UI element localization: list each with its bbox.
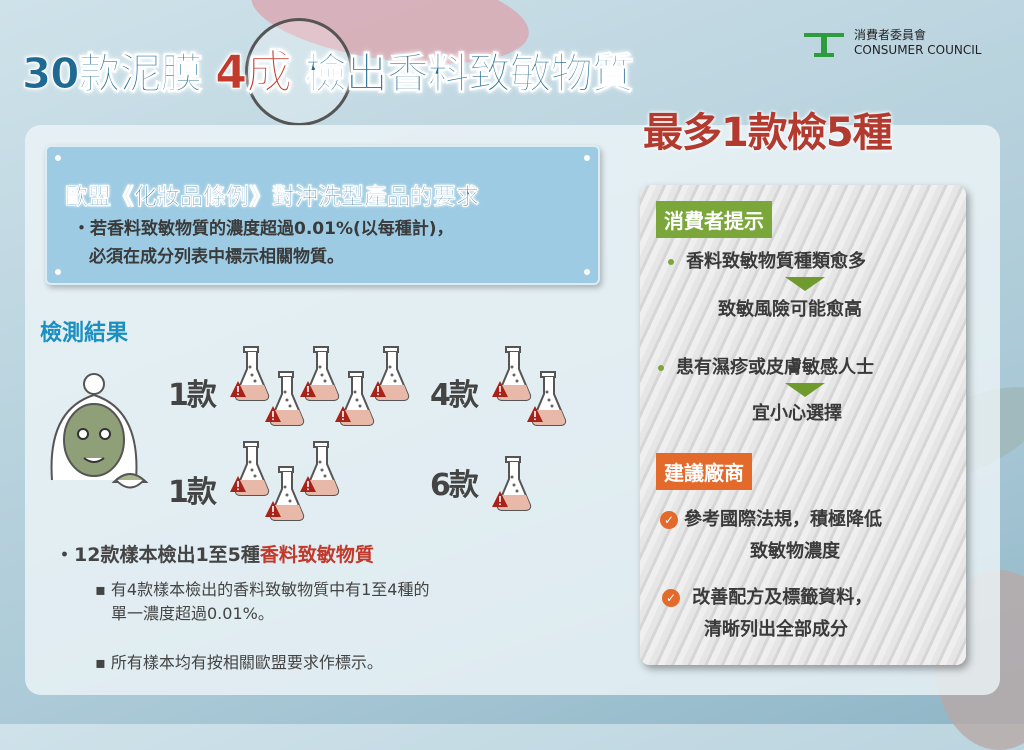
consumer-tips-tag: 消費者提示 xyxy=(656,201,772,238)
group-count-label: 4款 xyxy=(430,378,479,413)
logo-name-zh: 消費者委員會 xyxy=(854,28,927,42)
consumer-tip-1-result: 致敏風險可能愈高 xyxy=(718,299,862,320)
eu-regulation-box: 歐盟《化妝品條例》對沖洗型產品的要求 ・若香料致敏物質的濃度超過0.01%(以每… xyxy=(45,145,600,285)
flask-allergen-icon xyxy=(492,455,538,517)
consumer-tip-2: 患有濕疹或皮膚敏感人士 xyxy=(658,353,874,379)
magnifier-icon xyxy=(245,18,353,126)
flask-allergen-icon xyxy=(335,370,381,432)
flask-allergen-icon xyxy=(265,465,311,527)
trader-advice-2-line2: 清晰列出全部成分 xyxy=(704,619,848,640)
main-title: 30款泥膜 4成 檢出香料致敏物質 xyxy=(21,45,634,100)
consumer-tip-1: 香料致敏物質種類愈多 xyxy=(668,247,866,273)
check-icon: ✓ xyxy=(662,589,680,607)
results-detail-1: ▪ 有4款樣本檢出的香料致敏物質中有1至4種的 單一濃度超過0.01%。 xyxy=(95,580,430,623)
results-summary: ・12款樣本檢出1至5種香料致敏物質 xyxy=(55,544,374,566)
flask-allergen-icon xyxy=(265,370,311,432)
tips-panel: 消費者提示 香料致敏物質種類愈多 致敏風險可能愈高 患有濕疹或皮膚敏感人士 宜小… xyxy=(640,185,966,665)
eu-box-title: 歐盟《化妝品條例》對沖洗型產品的要求 xyxy=(65,184,480,211)
face-mask-icon xyxy=(50,373,149,489)
flask-allergen-icon xyxy=(300,440,346,502)
trader-advice-1-line2: 致敏物濃度 xyxy=(750,541,840,562)
results-detail-2: ▪ 所有樣本均有按相關歐盟要求作標示。 xyxy=(95,653,383,672)
eu-box-line2: 必須在成分列表中標示相關物質。 xyxy=(89,247,344,267)
consumer-council-logo: 消費者委員會 CONSUMER COUNCIL xyxy=(800,28,981,58)
bullet-icon xyxy=(658,365,664,371)
check-icon: ✓ xyxy=(660,511,678,529)
flask-allergen-icon xyxy=(230,345,276,407)
flask-allergen-icon xyxy=(492,345,538,407)
subtitle: 最多1款檢5種 xyxy=(643,110,893,156)
trader-advice-tag: 建議廠商 xyxy=(656,453,752,490)
arrow-down-icon xyxy=(785,383,825,397)
group-count-label: 1款 xyxy=(168,475,217,510)
trader-advice-2: ✓ 改善配方及標籤資料， xyxy=(662,583,872,609)
results-heading: 檢測結果 xyxy=(40,321,129,346)
consumer-tip-2-result: 宜小心選擇 xyxy=(752,403,842,424)
arrow-down-icon xyxy=(785,277,825,291)
flask-allergen-icon xyxy=(370,345,416,407)
flask-allergen-icon xyxy=(300,345,346,407)
bullet-icon xyxy=(668,259,674,265)
group-count-label: 1款 xyxy=(168,378,217,413)
eu-box-line1: ・若香料致敏物質的濃度超過0.01%(以每種計)， xyxy=(73,219,454,239)
scales-icon xyxy=(800,29,848,57)
group-count-label: 6款 xyxy=(430,468,479,503)
flask-allergen-icon xyxy=(527,370,573,432)
trader-advice-1: ✓ 參考國際法規，積極降低 xyxy=(660,505,882,531)
logo-name-en: CONSUMER COUNCIL xyxy=(854,43,982,57)
flask-allergen-icon xyxy=(230,440,276,502)
